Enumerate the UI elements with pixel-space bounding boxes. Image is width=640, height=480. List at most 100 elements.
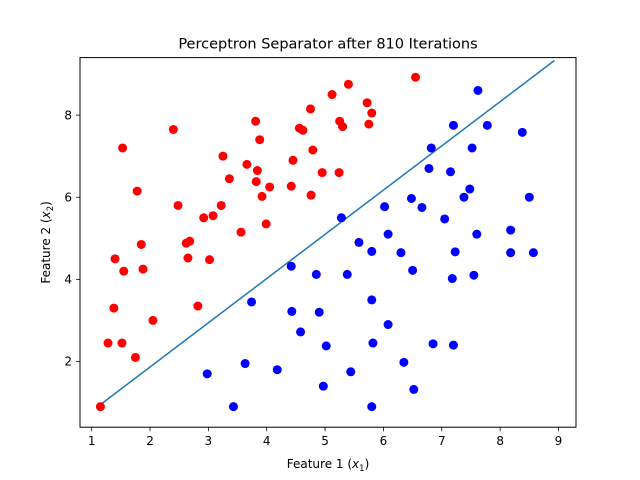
scatter-point — [367, 108, 377, 118]
scatter-point — [110, 254, 120, 264]
scatter-point — [440, 214, 450, 224]
scatter-point — [399, 357, 409, 367]
x-axis-label-main: Feature 1 ( — [287, 457, 352, 471]
x-tick-label: 4 — [263, 434, 271, 448]
x-tick-label: 2 — [146, 434, 154, 448]
scatter-point — [396, 248, 406, 258]
scatter-point — [428, 339, 438, 349]
scatter-point — [228, 402, 238, 412]
x-tick-label: 9 — [555, 434, 563, 448]
x-tick-label: 1 — [88, 434, 96, 448]
x-tick-label: 5 — [321, 434, 329, 448]
scatter-point — [247, 297, 257, 307]
scatter-point — [306, 190, 316, 200]
scatter-point — [528, 248, 538, 258]
scatter-point — [327, 90, 337, 100]
scatter-point — [465, 184, 475, 194]
scatter-point — [459, 192, 469, 202]
y-axis-label-main: Feature 2 ( — [39, 218, 53, 283]
scatter-point — [308, 145, 318, 155]
plot-frame — [79, 57, 577, 428]
scatter-point — [321, 341, 331, 351]
plot-marks — [95, 59, 555, 412]
y-tick-label: 8 — [64, 108, 72, 122]
scatter-point — [383, 320, 393, 330]
scatter-point — [265, 182, 275, 192]
x-axis-ticks: 1 2 3 4 5 6 7 8 9 — [88, 427, 562, 448]
scatter-point — [367, 402, 377, 412]
scatter-point — [367, 246, 377, 256]
y-axis-label-var: x — [39, 210, 53, 219]
scatter-point — [336, 213, 346, 223]
scatter-point — [506, 225, 516, 235]
scatter-point — [117, 338, 127, 348]
scatter-point — [482, 120, 492, 130]
scatter-point — [298, 125, 308, 135]
scatter-point — [119, 266, 129, 276]
scatter-point — [367, 295, 377, 305]
scatter-point — [240, 359, 250, 369]
scatter-point — [506, 248, 516, 258]
x-axis-label-var: x — [351, 457, 360, 471]
scatter-point — [218, 151, 228, 161]
x-axis-label-close: ) — [365, 457, 370, 471]
y-axis-label: Feature 2 (x2) — [39, 201, 56, 284]
scatter-point — [343, 79, 353, 89]
scatter-point — [185, 236, 195, 246]
scatter-point — [193, 301, 203, 311]
scatter-point — [168, 124, 178, 134]
scatter-point — [311, 269, 321, 279]
scatter-point — [426, 143, 436, 153]
scatter-point — [368, 338, 378, 348]
scatter-point — [424, 163, 434, 173]
x-tick-label: 8 — [496, 434, 504, 448]
x-tick-label: 7 — [438, 434, 446, 448]
scatter-point — [255, 135, 265, 145]
scatter-point — [305, 104, 315, 114]
x-tick-label: 6 — [380, 434, 388, 448]
scatter-point — [472, 229, 482, 239]
scatter-point — [287, 306, 297, 316]
scatter-point — [409, 384, 419, 394]
scatter-point — [136, 239, 146, 249]
y-axis-label-sub: 2 — [46, 206, 56, 211]
scatter-point — [216, 200, 226, 210]
scatter-point — [286, 181, 296, 191]
scatter-point — [354, 237, 364, 247]
scatter-point — [261, 219, 271, 229]
scatter-point — [138, 264, 148, 274]
scatter-point — [95, 402, 105, 412]
scatter-point — [251, 177, 261, 187]
scatter-point — [183, 253, 193, 263]
scatter-point — [467, 143, 477, 153]
x-tick-label: 3 — [205, 434, 213, 448]
scatter-point — [450, 247, 460, 257]
scatter-point — [446, 167, 456, 177]
scatter-point — [448, 120, 458, 130]
scatter-point — [103, 338, 113, 348]
scatter-point — [148, 315, 158, 325]
x-axis-label-sub: 1 — [359, 464, 364, 474]
scatter-point — [411, 72, 421, 82]
scatter-point — [338, 122, 348, 132]
y-axis-label-close: ) — [39, 201, 53, 206]
scatter-point — [272, 365, 282, 375]
scatter-point — [208, 211, 218, 221]
scatter-point — [257, 191, 267, 201]
scatter-point — [118, 143, 128, 153]
scatter-point — [109, 303, 119, 313]
chart-title: Perceptron Separator after 810 Iteration… — [178, 37, 477, 53]
scatter-point — [317, 168, 327, 178]
scatter-point — [473, 85, 483, 95]
x-axis-label: Feature 1 (x1) — [287, 457, 370, 474]
scatter-point — [288, 155, 298, 165]
scatter-point — [242, 159, 252, 169]
scatter-point — [286, 261, 296, 271]
scatter-point — [469, 270, 479, 280]
scatter-point — [447, 274, 457, 284]
scatter-point — [199, 213, 209, 223]
separator-line — [99, 59, 555, 406]
scatter-point — [252, 166, 262, 176]
scatter-point — [517, 127, 527, 137]
